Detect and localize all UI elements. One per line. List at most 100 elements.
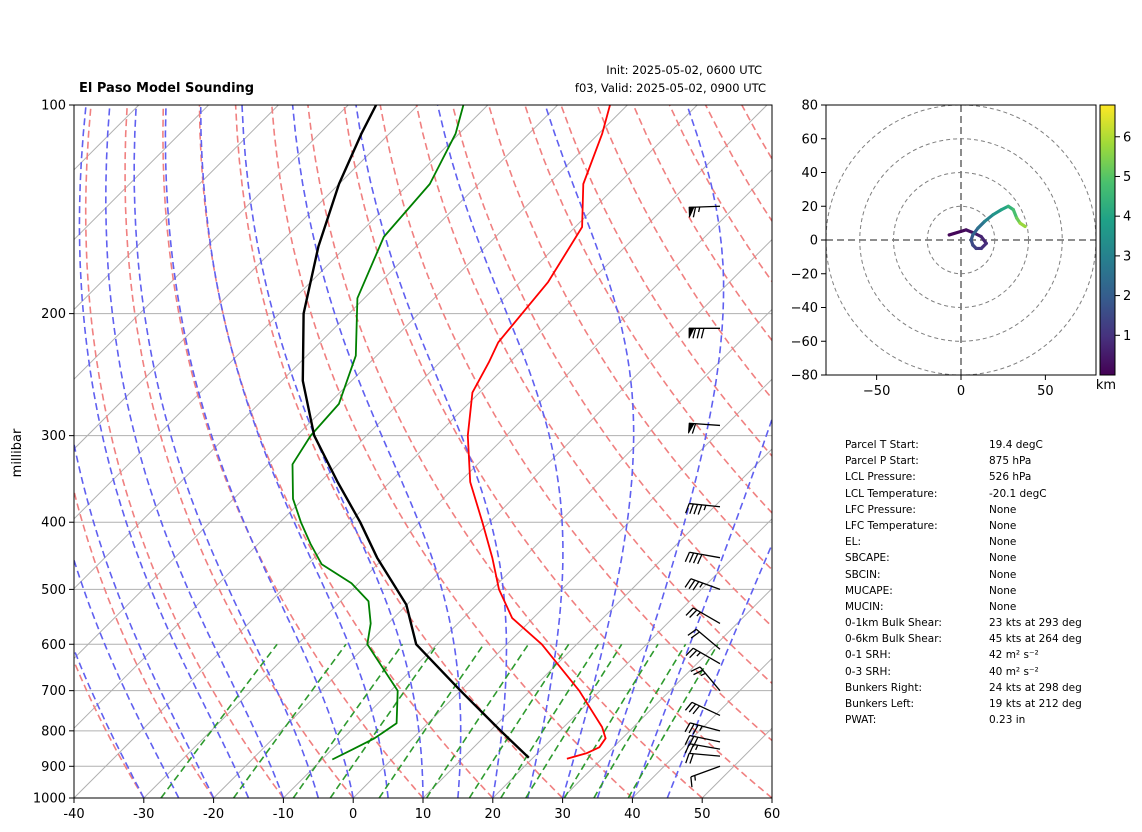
parameter-row: MUCAPE: None (845, 583, 1105, 599)
mixing-ratio-line (593, 643, 687, 798)
y-tick-label: 900 (41, 760, 66, 775)
moist-adiabat (241, 105, 424, 798)
hodo-y-tick-label: 40 (801, 166, 818, 181)
isotherm-line (492, 518, 772, 798)
parameter-row: LCL Pressure: 526 hPa (845, 469, 1105, 485)
isotherm-line (632, 657, 772, 798)
wind-barb (685, 502, 721, 515)
parameter-label: 0-1 SRH: (845, 649, 891, 662)
moist-adiabat (199, 105, 389, 798)
parameter-value: None (989, 568, 1017, 581)
isotherm-line (74, 105, 279, 311)
parameter-label: Parcel T Start: (845, 439, 919, 451)
mixing-ratio-line (329, 643, 439, 798)
hodo-y-tick-label: −80 (791, 369, 818, 384)
colorbar-tick-label: 4 (1123, 210, 1131, 225)
isotherm-line (283, 308, 772, 798)
moist-adiabat (78, 105, 250, 798)
hodo-y-tick-label: −40 (791, 301, 818, 316)
wind-barb (688, 327, 720, 339)
parameter-label: 0-3 SRH: (845, 665, 891, 678)
dry-adiabat (560, 105, 772, 458)
parameter-row: 0-3 SRH: 40 m² s⁻² (845, 664, 1105, 680)
y-tick-label: 500 (41, 583, 66, 598)
isotherm-line (213, 238, 772, 798)
isotherm-line (352, 378, 772, 798)
hodo-y-tick-label: −20 (791, 267, 818, 282)
moist-adiabat (74, 439, 215, 798)
isotherm-line (74, 105, 558, 590)
chart-title: El Paso Model Sounding (79, 81, 254, 96)
parameter-label: 0-1km Bulk Shear: (845, 617, 942, 630)
wind-barb (684, 734, 721, 747)
y-tick-label: 600 (41, 638, 66, 653)
dewpoint-profile-line (291, 105, 465, 761)
isotherm-line (74, 105, 489, 520)
moist-adiabat (544, 105, 635, 798)
wind-barb (684, 551, 721, 565)
parameter-row: LFC Temperature: None (845, 518, 1105, 534)
isotherm-line (74, 105, 349, 380)
parameter-label: EL: (845, 536, 862, 549)
colorbar-unit-label: km (1096, 378, 1116, 393)
moist-adiabat (355, 105, 508, 798)
valid-time: f03, Valid: 2025-05-02, 0900 UTC (575, 81, 766, 95)
parameter-label: SBCIN: (845, 568, 881, 581)
parameter-row: MUCIN: None (845, 599, 1105, 615)
parameter-row: SBCIN: None (845, 567, 1105, 583)
isotherm-line (422, 448, 772, 798)
parameter-row: SBCAPE: None (845, 550, 1105, 566)
hodo-x-tick-label: −50 (863, 384, 890, 399)
parameter-value: 42 m² s⁻² (989, 649, 1039, 662)
parameter-value: None (989, 552, 1017, 565)
mixing-ratio-line (563, 643, 659, 798)
hodo-y-tick-label: −60 (791, 335, 818, 350)
parameter-row: 0-1km Bulk Shear: 23 kts at 293 deg (845, 615, 1105, 631)
dry-adiabat (74, 659, 145, 798)
x-tick-label: -20 (203, 807, 224, 822)
parameter-row: LFC Pressure: None (845, 502, 1105, 518)
hodograph-panel: −50 0 50 −80 −60 −40 −20 0 20 40 60 80 (791, 99, 1097, 399)
parameter-label: MUCIN: (845, 600, 884, 613)
wind-barb (690, 666, 721, 692)
parameter-label: LFC Pressure: (845, 503, 916, 516)
y-tick-label: 100 (41, 99, 66, 114)
colorbar-tick-label: 1 (1123, 329, 1131, 344)
dry-adiabat (74, 487, 215, 798)
y-axis-label: millibar (10, 428, 25, 477)
wind-barb (685, 752, 721, 764)
moist-adiabat (291, 105, 462, 798)
x-tick-label: 30 (554, 807, 571, 822)
parcel-profile-line (301, 105, 530, 759)
parameter-value: None (989, 600, 1017, 613)
wind-barb (687, 628, 721, 650)
x-tick-label: 50 (694, 807, 711, 822)
isotherm-line (74, 105, 628, 660)
mixing-ratio-line (627, 643, 719, 798)
dry-adiabat (271, 105, 633, 798)
mixing-ratio-line (425, 643, 530, 798)
parameter-value: 526 hPa (989, 471, 1032, 484)
y-tick-label: 700 (41, 684, 66, 699)
y-tick-label: 800 (41, 724, 66, 739)
parameter-label: PWAT: (845, 714, 877, 727)
y-tick-label: 200 (41, 307, 66, 322)
parameter-label: MUCAPE: (845, 584, 893, 597)
hodo-y-tick-label: 20 (801, 200, 818, 215)
isotherm-line (74, 105, 209, 241)
wind-barb (685, 647, 721, 665)
parameter-value: 19.4 degC (989, 439, 1043, 451)
parameter-label: Parcel P Start: (845, 455, 919, 468)
moist-adiabat (164, 105, 354, 798)
isotherm-line (74, 105, 419, 450)
wind-barb (690, 765, 721, 788)
x-tick-label: -40 (63, 807, 84, 822)
parameter-label: LCL Temperature: (845, 487, 938, 500)
parameter-row: Bunkers Left: 19 kts at 212 deg (845, 696, 1105, 712)
parameter-value: 45 kts at 264 deg (989, 633, 1082, 646)
parameter-label: Bunkers Left: (845, 698, 915, 710)
moist-adiabat (74, 557, 180, 798)
parameter-row: 0-1 SRH: 42 m² s⁻² (845, 647, 1105, 663)
parameter-row: LCL Temperature: -20.1 degC (845, 486, 1105, 502)
